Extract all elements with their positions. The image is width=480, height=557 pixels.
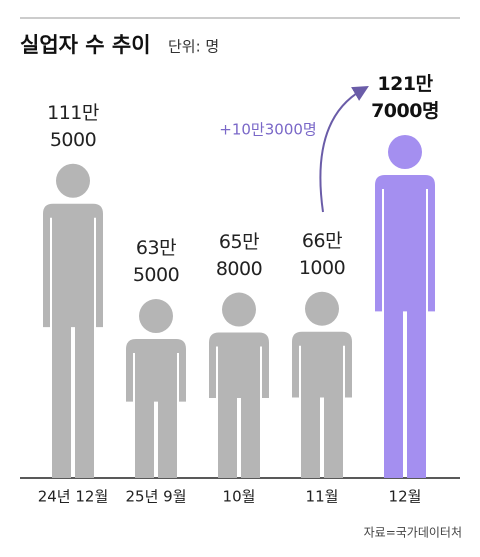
person-figure [375, 135, 435, 478]
value-label: 111만 5000 [47, 101, 99, 151]
value-label: 66만 1000 [298, 229, 346, 279]
value-label: 63만 5000 [132, 237, 180, 287]
x-tick-label: 25년 9월 [126, 488, 187, 506]
person-figure [126, 299, 186, 478]
x-tick-label: 12월 [389, 488, 422, 506]
trend-arrow [319, 85, 369, 213]
annotation: +10만3000명 [219, 121, 316, 139]
person-figure [43, 163, 103, 478]
x-tick-label: 11월 [306, 488, 339, 506]
value-label: 65만 8000 [215, 230, 263, 280]
source: 자료=국가데이터처 [364, 526, 462, 540]
chart-subtitle: 단위: 명 [168, 38, 219, 56]
chart-title: 실업자 수 추이 [20, 33, 151, 57]
x-tick-label: 10월 [223, 488, 256, 506]
x-tick-label: 24년 12월 [38, 488, 109, 506]
person-figure [292, 291, 352, 478]
value-label: 121만 7000명 [371, 73, 439, 122]
person-figure [209, 292, 269, 478]
